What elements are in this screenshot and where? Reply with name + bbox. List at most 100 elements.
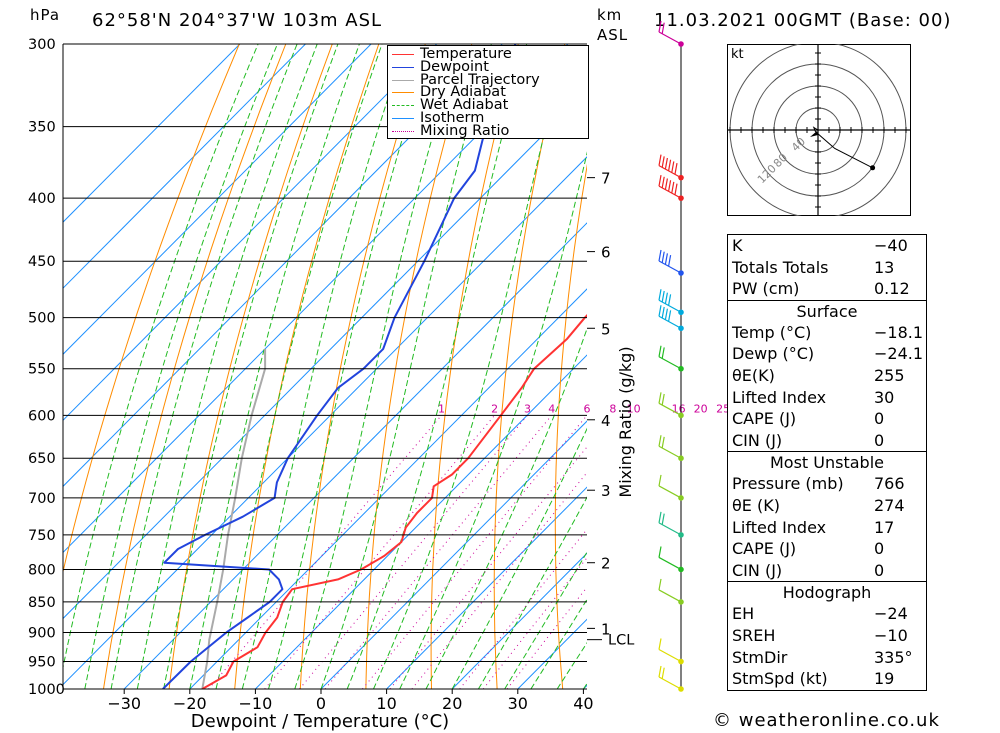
- index-value: 274: [874, 495, 905, 515]
- wind-level-dot: [678, 41, 684, 47]
- wind-barb: [658, 249, 684, 276]
- x-tick-label: −10: [239, 694, 273, 713]
- index-value: 17: [874, 517, 895, 537]
- index-key: StmDir: [732, 647, 788, 667]
- wind-level-dot: [678, 365, 684, 372]
- wet-adiabat-line: [451, 427, 587, 689]
- index-key: Totals Totals: [732, 257, 829, 277]
- km-tick-label: 2: [601, 555, 611, 573]
- wind-level-dot: [678, 174, 684, 181]
- wind-barb: [658, 305, 684, 332]
- wind-level-dot: [678, 495, 684, 501]
- dry-adiabat-line: [554, 163, 587, 689]
- isotherm-line: [386, 486, 587, 689]
- index-key: Pressure (mb): [732, 474, 844, 494]
- legend-label: Parcel Trajectory: [420, 71, 540, 88]
- x-tick-label: 40: [573, 694, 593, 713]
- x-tick-label: 0: [316, 694, 326, 713]
- wet-adiabat-line: [268, 44, 433, 689]
- wet-adiabat-line: [477, 496, 587, 689]
- mixing-ratio-line: [482, 556, 587, 689]
- index-key: Lifted Index: [732, 517, 827, 537]
- isotherm-line: [63, 44, 438, 422]
- index-value: 0: [874, 409, 885, 429]
- mixing-ratio-label: 8: [609, 402, 616, 415]
- km-tick-label: 4: [601, 412, 611, 430]
- isotherm-line: [63, 44, 503, 488]
- legend-label: Mixing Ratio: [420, 122, 510, 139]
- wind-barb-shaft: [658, 185, 682, 199]
- indices-table: K −40 Totals Totals 13 PW (cm) 0.12 Surface Tem…: [727, 234, 927, 691]
- wind-barb-flag: [658, 578, 662, 591]
- index-value: 255: [874, 365, 905, 385]
- wind-barb: [658, 392, 684, 419]
- mixing-ratio-line: [362, 414, 587, 689]
- wind-barb-shaft: [658, 31, 682, 45]
- wind-barb-shaft: [658, 299, 682, 313]
- index-row: CAPE (J) 0: [728, 538, 926, 560]
- copyright-text[interactable]: © weatheronline.co.uk: [713, 710, 940, 731]
- index-row: Lifted Index 17: [728, 517, 926, 539]
- wind-barb-flag: [661, 513, 665, 525]
- mixing-ratio-label: 4: [548, 402, 555, 415]
- wind-barb-flag: [664, 157, 668, 170]
- mixing-ratio-label: 1: [438, 402, 445, 415]
- wind-barb: [658, 511, 684, 538]
- wind-barb-shaft: [658, 589, 682, 603]
- index-row: K −40: [728, 235, 926, 257]
- wet-adiabat-line: [110, 44, 298, 689]
- wind-barb: [658, 20, 684, 47]
- dry-adiabat-line: [103, 44, 287, 689]
- legend-label: Isotherm: [420, 110, 485, 126]
- wind-barb-flag: [661, 290, 665, 303]
- x-axis-label: Dewpoint / Temperature (°C): [191, 711, 449, 732]
- wet-adiabat-line: [346, 44, 528, 689]
- index-row: θE(K) 255: [728, 365, 926, 387]
- wind-barb-flag: [658, 638, 662, 650]
- index-key: K: [732, 236, 743, 255]
- dry-adiabat-line: [365, 44, 473, 689]
- wind-barb-flag: [658, 154, 662, 166]
- wind-barb-flag: [664, 253, 668, 265]
- wind-barb-flag: [658, 511, 662, 523]
- wind-level-dot: [678, 686, 684, 692]
- wind-barb-shaft: [658, 402, 682, 416]
- wind-barb-flag: [658, 392, 662, 404]
- hpa-unit-label: hPa: [30, 6, 61, 24]
- lcl-label: LCL: [608, 633, 634, 649]
- index-key: StmSpd (kt): [732, 669, 828, 689]
- wind-barb-flag: [661, 667, 665, 679]
- pressure-tick-label: 700: [28, 491, 56, 507]
- wind-barb-flag: [661, 156, 665, 168]
- isotherm-line: [320, 420, 587, 689]
- index-value: 0: [874, 560, 885, 580]
- wind-barb-flag: [664, 292, 668, 304]
- index-value: −18.1: [874, 322, 924, 342]
- wind-barb-flag: [674, 163, 678, 175]
- wind-barb: [658, 435, 684, 462]
- isotherm-line: [63, 156, 587, 686]
- km-tick-label: 3: [601, 482, 611, 500]
- wind-barb-flag: [661, 393, 665, 406]
- index-row: CIN (J) 0: [728, 560, 926, 582]
- wind-level-dot: [678, 412, 684, 419]
- isotherm-line: [63, 44, 241, 223]
- wind-barb-flag: [658, 435, 662, 447]
- index-row: StmSpd (kt) 19: [728, 668, 926, 690]
- index-key: SREH: [732, 625, 776, 645]
- index-row: Totals Totals 13: [728, 257, 926, 279]
- wind-barb-flag: [658, 249, 662, 262]
- wind-level-dot: [678, 309, 684, 316]
- wind-barb-flag: [661, 347, 665, 359]
- hodograph-end-point: [870, 165, 876, 171]
- wet-adiabat-line: [504, 551, 587, 689]
- index-section-title: Surface: [728, 299, 926, 322]
- pressure-tick-label: 550: [28, 362, 56, 378]
- index-key: CIN (J): [732, 430, 783, 450]
- wind-level-dot: [678, 532, 684, 538]
- wind-level-dot: [678, 325, 684, 332]
- wind-barb-flag: [658, 665, 662, 678]
- index-value: 0: [874, 539, 885, 559]
- x-tick-label: 10: [376, 694, 396, 713]
- wind-barb-flag: [658, 20, 662, 33]
